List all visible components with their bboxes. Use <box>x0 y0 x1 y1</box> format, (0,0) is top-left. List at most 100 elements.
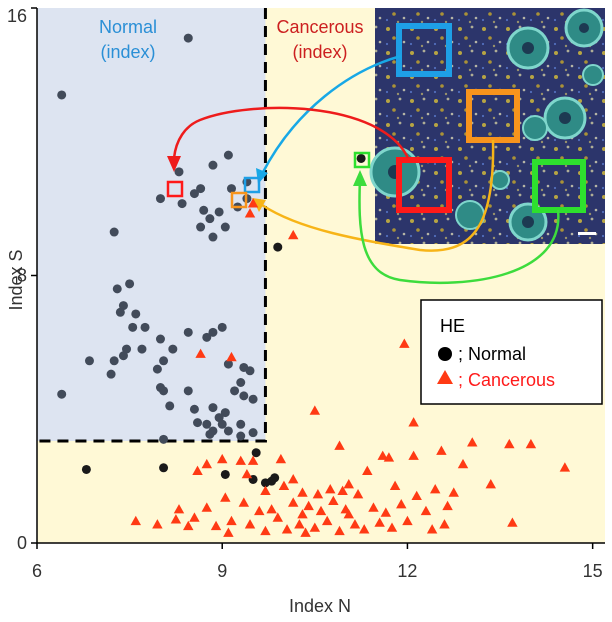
series-cancerous <box>130 198 571 537</box>
legend: HE ; Normal ; Cancerous <box>420 299 603 405</box>
normal-point <box>159 386 169 396</box>
cancerous-point <box>368 502 379 512</box>
cancerous-point <box>411 490 422 501</box>
x-tick-label: 6 <box>32 561 42 581</box>
cancerous-point <box>358 524 370 534</box>
normal-point <box>165 401 175 411</box>
arrow-orange <box>261 139 495 252</box>
cancerous-point <box>525 438 537 449</box>
cancerous-point <box>278 480 290 491</box>
normal-point <box>168 344 178 354</box>
cancerous-point <box>226 351 237 362</box>
cancerous-point <box>309 522 321 532</box>
cancerous-point <box>130 515 142 526</box>
normal-point <box>208 160 218 170</box>
normal-point <box>189 404 199 414</box>
normal-point <box>248 428 258 438</box>
cancerous-point <box>380 507 392 517</box>
cancerous-point <box>303 500 314 511</box>
normal-point <box>202 419 212 429</box>
cancerous-point <box>201 502 213 512</box>
normal-point <box>159 463 169 473</box>
arrowhead-green <box>353 170 367 186</box>
histology-inset <box>369 8 605 244</box>
normal-point <box>220 408 230 418</box>
normal-point <box>174 167 184 177</box>
normal-point <box>251 448 261 458</box>
cancerous-point <box>507 517 518 527</box>
normal-point <box>217 419 227 429</box>
normal-point <box>205 429 215 439</box>
cancerous-point <box>312 489 324 499</box>
cancerous-point <box>260 485 271 496</box>
arrowhead-red <box>167 156 181 172</box>
normal-point <box>109 227 119 237</box>
normal-point <box>84 356 94 366</box>
cancerous-point <box>426 524 438 534</box>
cancerous-point <box>504 438 515 449</box>
cancerous-point <box>386 522 398 532</box>
cancerous-point <box>247 198 259 208</box>
cancerous-point <box>559 462 571 472</box>
cancerous-point <box>266 504 277 514</box>
arrow-green <box>358 177 560 285</box>
cancerous-point <box>244 208 256 218</box>
cancerous-point <box>352 489 364 499</box>
series-normal <box>57 33 366 488</box>
cancerous-point <box>260 525 271 536</box>
normal-point <box>245 366 255 376</box>
normal-point <box>273 242 283 252</box>
roi-box-red-small <box>166 180 184 198</box>
normal-point <box>220 469 230 479</box>
cancerous-point <box>334 440 345 450</box>
normal-point <box>189 189 199 199</box>
normal-region-label-1: Normal <box>99 17 157 37</box>
legend-cancerous-marker <box>437 370 453 384</box>
normal-point <box>57 90 67 100</box>
y-tick-label: 0 <box>17 533 27 553</box>
normal-point <box>193 418 203 428</box>
cancerous-point <box>201 458 213 469</box>
cancerous-point <box>254 505 265 516</box>
cancerous-point <box>337 485 348 496</box>
normal-point <box>208 327 218 337</box>
x-axis-ticks: 6 9 12 15 <box>32 543 603 581</box>
cancerous-point <box>244 519 256 529</box>
normal-point <box>137 344 147 354</box>
cancerous-point <box>287 473 299 484</box>
cancerous-region-label-1: Cancerous <box>276 17 363 37</box>
normal-point <box>236 431 246 441</box>
normal-point <box>196 222 206 232</box>
normal-point <box>122 344 132 354</box>
normal-point <box>159 356 169 366</box>
normal-point <box>112 284 122 294</box>
roi-box-green-small <box>353 151 371 169</box>
cancerous-point <box>216 453 228 464</box>
cancerous-point <box>396 499 407 509</box>
normal-point <box>208 403 218 413</box>
roi-box-orange-small <box>230 191 248 209</box>
cancerous-point <box>408 450 419 460</box>
normal-region-label-2: (index) <box>100 42 155 62</box>
x-axis-label: Index N <box>289 596 351 616</box>
legend-normal-label: ; Normal <box>458 344 526 364</box>
normal-point <box>155 334 165 344</box>
cancerous-point <box>195 348 206 358</box>
cancerous-point <box>275 453 287 464</box>
normal-point <box>183 386 193 396</box>
cancerous-point <box>315 505 327 516</box>
cancerous-point <box>325 484 336 494</box>
y-axis-label: Index S <box>6 249 26 310</box>
normal-point <box>202 332 212 342</box>
normal-point <box>220 222 230 232</box>
y-tick-label: 16 <box>7 6 27 26</box>
cancerous-region-label-2: (index) <box>292 42 347 62</box>
cancerous-point <box>436 445 447 455</box>
cancerous-point <box>467 437 478 447</box>
normal-region-bg <box>37 8 266 442</box>
cancerous-point <box>399 338 410 348</box>
normal-point <box>159 434 169 444</box>
normal-point <box>106 369 116 379</box>
cancerous-point <box>287 497 299 507</box>
cancerous-point <box>235 455 246 465</box>
